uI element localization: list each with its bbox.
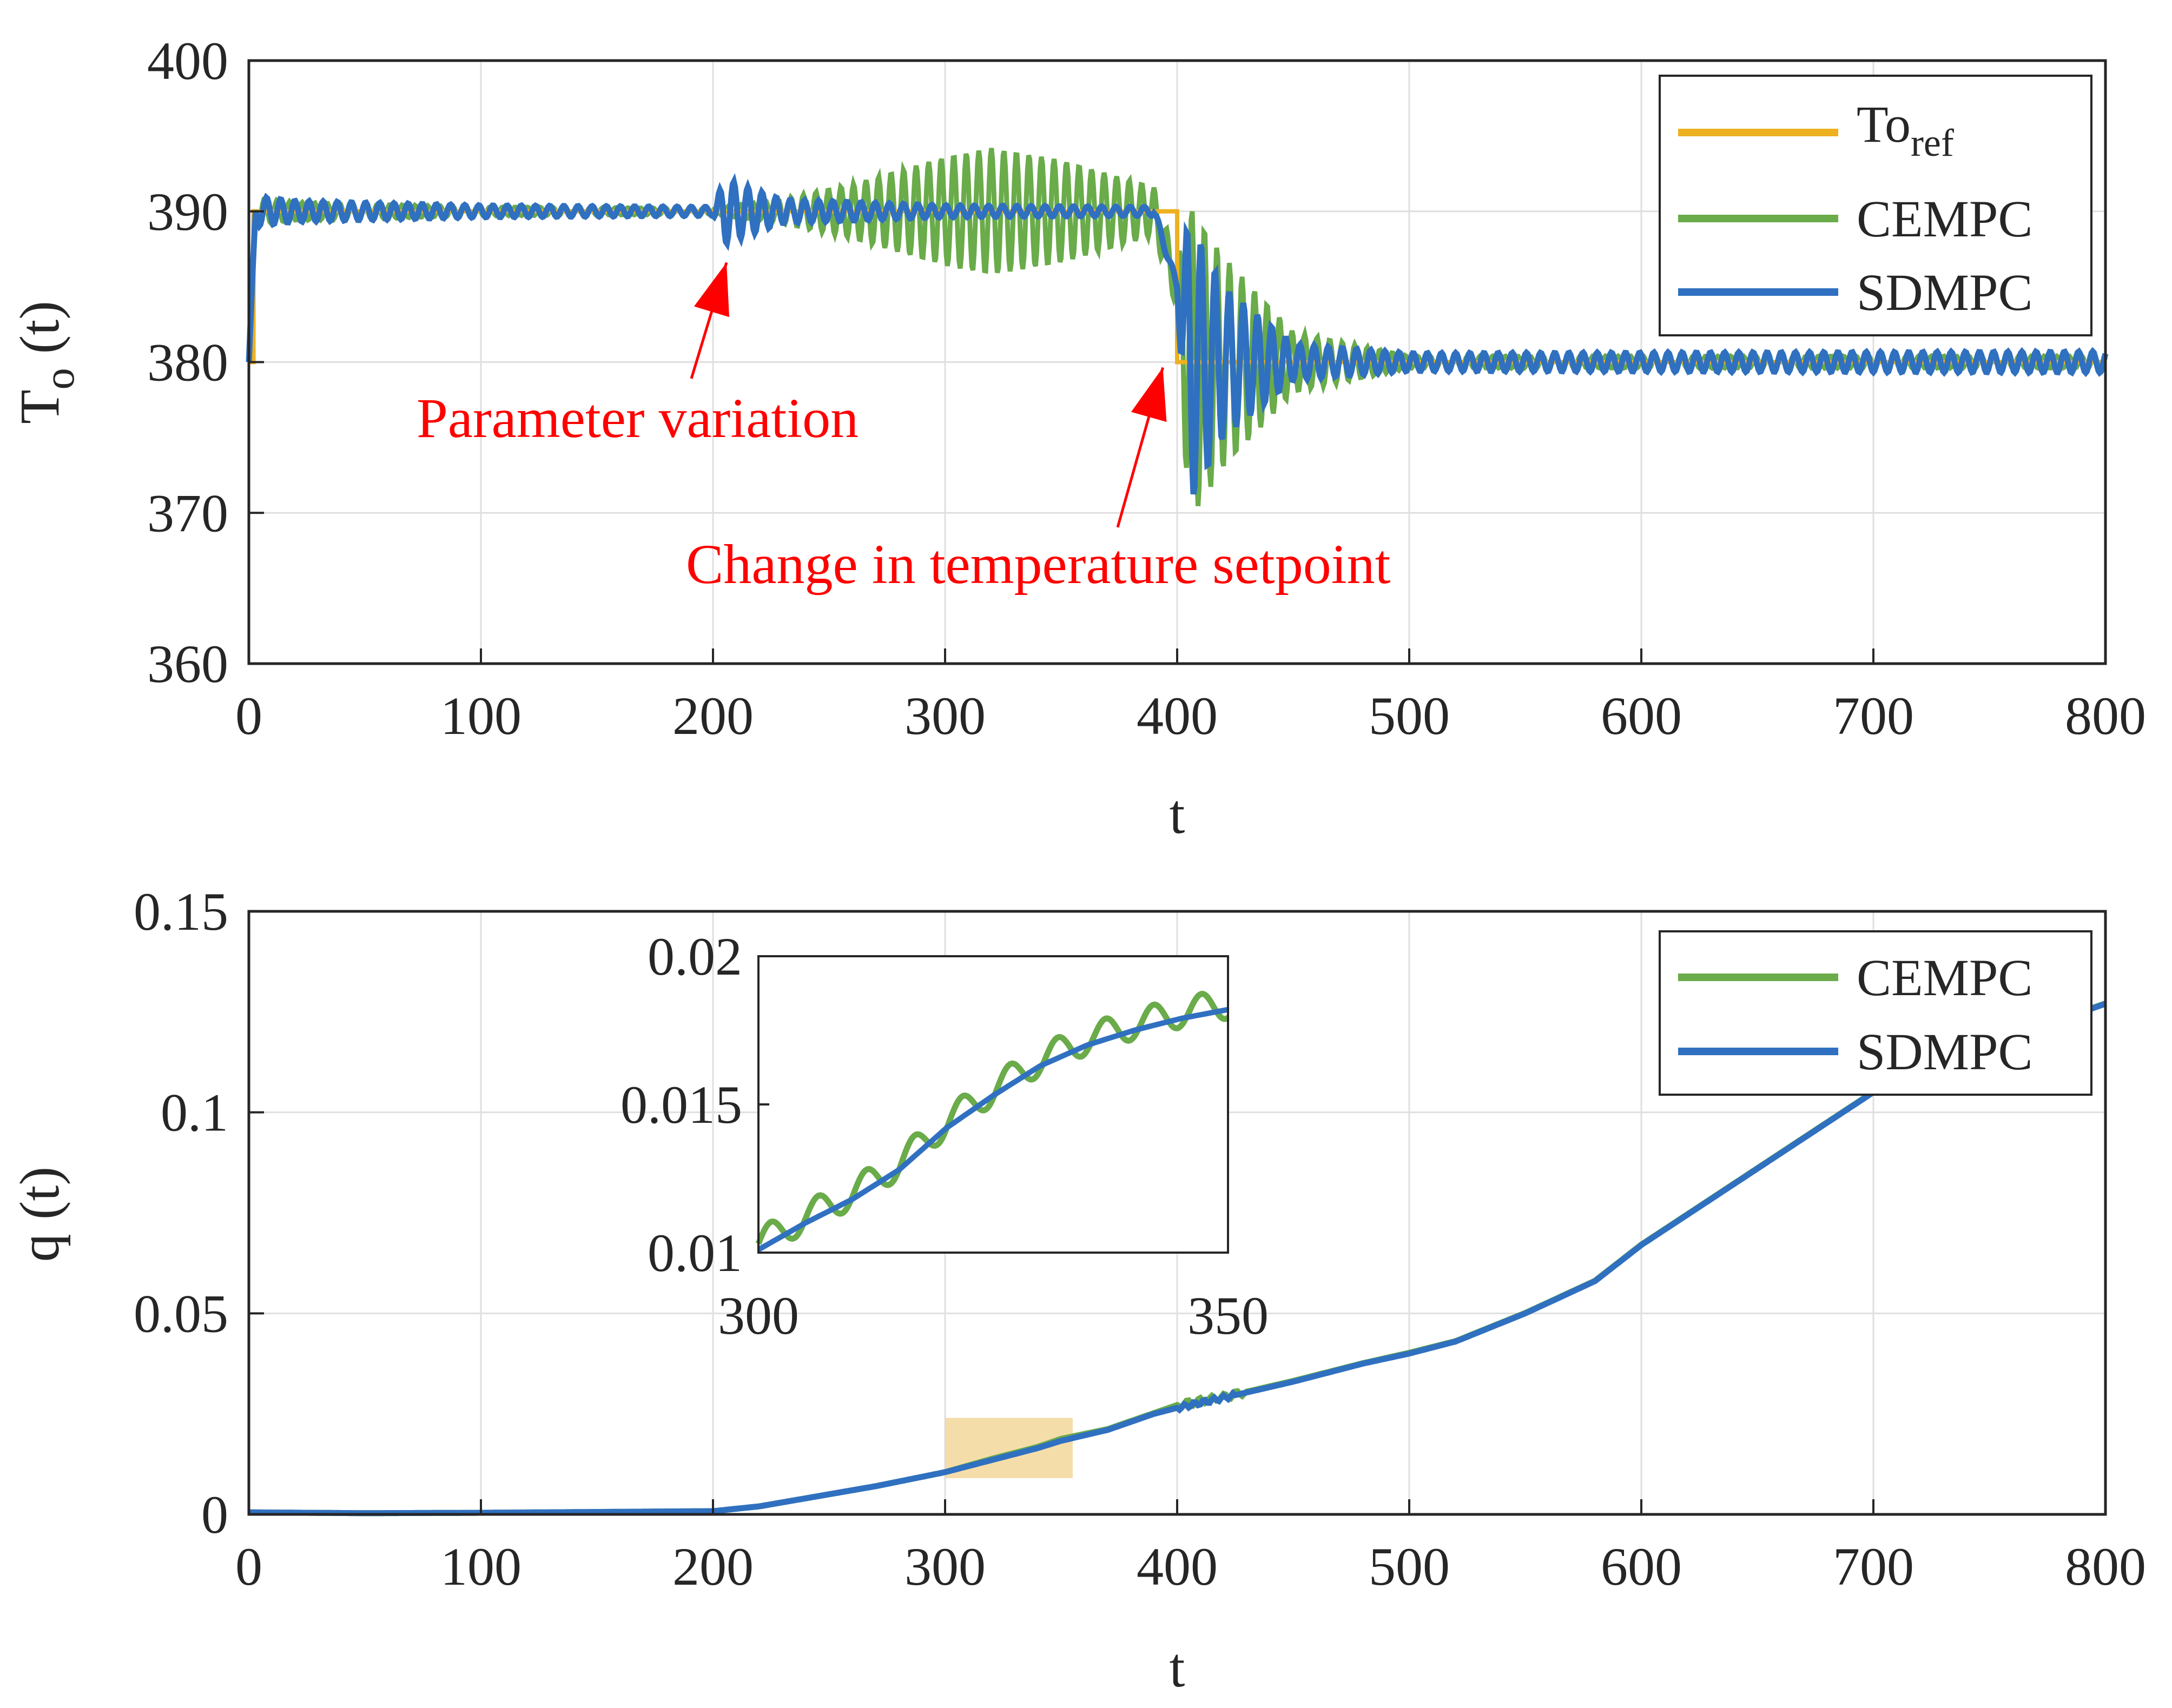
bottom-y-tick-label: 0.1 <box>161 1083 228 1143</box>
inset-y-tick-label: 0.02 <box>648 926 742 987</box>
top-x-tick-label: 0 <box>235 686 262 746</box>
bottom-x-tick-label: 100 <box>440 1537 521 1597</box>
svg-text:To (t): To (t) <box>9 301 83 424</box>
arrow-setpoint-change-head <box>1131 367 1167 422</box>
top-line-sdmpc <box>246 173 2109 495</box>
top-y-label-main: T <box>9 389 71 424</box>
top-y-tick-label: 370 <box>147 483 228 543</box>
bottom-x-tick-label: 200 <box>672 1537 754 1597</box>
top-legend: Toref CEMPC SDMPC <box>1659 75 2092 336</box>
top-x-tick-label: 600 <box>1601 686 1682 746</box>
bottom-y-ticks: 0 0.05 0.1 0.15 <box>134 882 264 1545</box>
top-annotations <box>690 262 1167 528</box>
inset-y-tick-label: 0.015 <box>620 1075 742 1135</box>
bottom-subplot: 0 100 200 300 400 500 600 700 800 0 0.05 0.1 0.15 t… <box>9 882 2146 1699</box>
inset-zoom: 300 350 0.01 0.015 0.02 <box>620 926 1269 1346</box>
legend-label-toref: Toref <box>1857 95 1954 164</box>
inset-x-tick-label: 300 <box>718 1286 799 1346</box>
top-x-axis-label: t <box>1170 783 1185 845</box>
top-x-ticks: 0 100 200 300 400 500 600 700 800 <box>235 648 2146 746</box>
top-x-tick-label: 200 <box>672 686 754 746</box>
top-y-label-subscript: o <box>36 368 83 389</box>
bottom-x-tick-label: 800 <box>2065 1537 2146 1597</box>
legend-label-cempc: CEMPC <box>1857 190 2032 248</box>
bottom-x-tick-label: 700 <box>1833 1537 1914 1597</box>
bottom-x-tick-label: 0 <box>235 1537 262 1597</box>
inset-line-sdmpc <box>757 1007 1229 1252</box>
legend-label-sdmpc: SDMPC <box>1857 263 2033 321</box>
bottom-x-tick-label: 300 <box>905 1537 986 1597</box>
bottom-x-ticks: 0 100 200 300 400 500 600 700 800 <box>235 1499 2146 1597</box>
bottom-x-tick-label: 400 <box>1137 1537 1218 1597</box>
top-y-ticks: 360 370 380 390 400 <box>147 31 264 694</box>
annotation-setpoint-change: Change in temperature setpoint <box>686 533 1391 595</box>
bottom-y-tick-label: 0.15 <box>134 882 228 942</box>
top-y-tick-label: 360 <box>147 634 228 694</box>
bottom-x-axis-label: t <box>1170 1637 1185 1699</box>
bottom-y-tick-label: 0.05 <box>134 1283 228 1343</box>
inset-series-group <box>755 990 1230 1252</box>
top-y-tick-label: 390 <box>147 182 228 242</box>
top-subplot: 0 100 200 300 400 500 600 700 800 360 370 380 390 40… <box>9 31 2146 845</box>
top-y-label-suffix: (t) <box>9 301 71 368</box>
annotation-parameter-variation: Parameter variation <box>417 387 859 449</box>
bottom-x-tick-label: 600 <box>1601 1537 1682 1597</box>
bottom-y-tick-label: 0 <box>201 1485 228 1545</box>
legend-label-cempc-bottom: CEMPC <box>1857 949 2032 1007</box>
bottom-series-group <box>249 1001 2107 1517</box>
bottom-x-tick-label: 500 <box>1369 1537 1450 1597</box>
bottom-legend: CEMPC SDMPC <box>1659 930 2092 1096</box>
top-x-tick-label: 100 <box>440 686 521 746</box>
bottom-line-sdmpc <box>249 1001 2107 1517</box>
top-y-axis-label: To (t) <box>9 301 83 424</box>
inset-ticks: 300 350 0.01 0.015 0.02 <box>620 926 1269 1346</box>
top-x-tick-label: 700 <box>1833 686 1914 746</box>
inset-y-tick-label: 0.01 <box>648 1223 742 1283</box>
bottom-legend-box <box>1659 930 2092 1096</box>
top-y-tick-label: 400 <box>147 31 228 91</box>
arrow-parameter-variation-head <box>694 262 729 317</box>
inset-x-tick-label: 350 <box>1187 1286 1269 1346</box>
top-x-tick-label: 300 <box>905 686 986 746</box>
top-y-tick-label: 380 <box>147 333 228 393</box>
top-x-tick-label: 500 <box>1369 686 1450 746</box>
top-x-tick-label: 800 <box>2065 686 2146 746</box>
legend-label-sdmpc-bottom: SDMPC <box>1857 1023 2033 1081</box>
top-x-tick-label: 400 <box>1137 686 1218 746</box>
bottom-y-axis-label: q (t) <box>9 1167 71 1262</box>
